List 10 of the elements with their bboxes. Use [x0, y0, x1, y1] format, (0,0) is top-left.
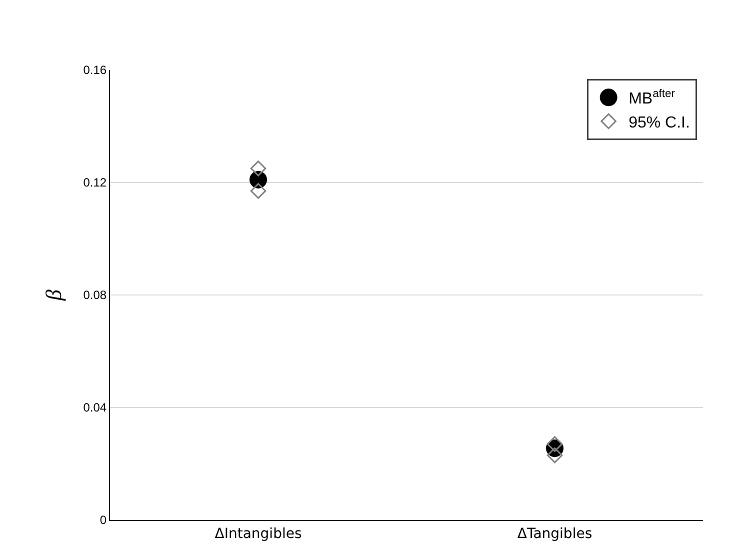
y-axis-title: β — [41, 289, 66, 302]
legend-label: 95% C.I. — [628, 114, 690, 132]
y-tick-label: 0.16 — [83, 63, 107, 78]
x-tick-label: ΔTangibles — [517, 526, 592, 542]
x-tick-label: ΔIntangibles — [214, 526, 302, 542]
y-tick-label: 0 — [100, 513, 107, 528]
y-tick-label: 0.12 — [83, 176, 107, 190]
legend-label: MB$^{after}$ — [628, 88, 676, 108]
y-tick-label: 0.08 — [83, 288, 107, 302]
y-tick-label: 0.04 — [83, 400, 107, 415]
